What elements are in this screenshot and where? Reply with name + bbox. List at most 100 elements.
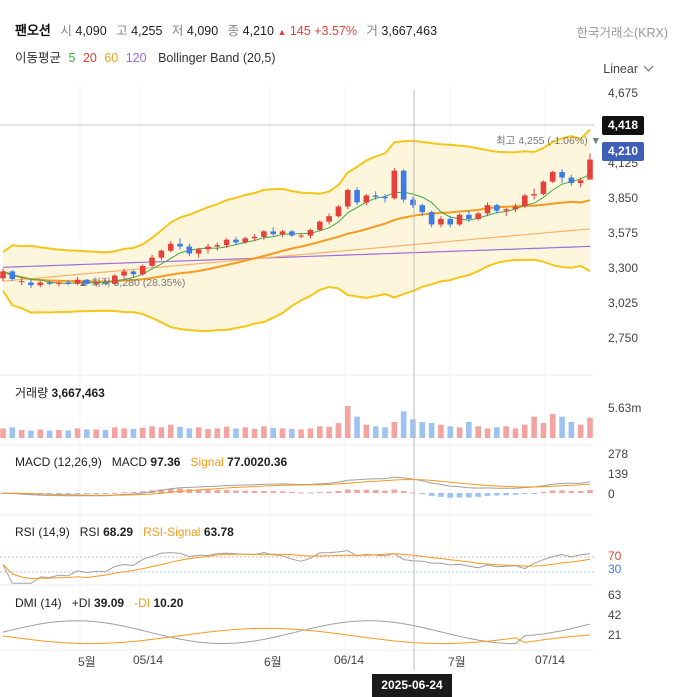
candle-body: [521, 195, 528, 207]
macd-histogram-bar: [261, 490, 267, 493]
candle-body: [456, 214, 463, 225]
volume-bar: [205, 428, 211, 438]
macd-histogram-bar: [410, 492, 416, 494]
signal-line-label: Signal: [190, 455, 224, 469]
candle-body: [466, 214, 472, 219]
candle-body: [18, 281, 25, 283]
candle-body: [186, 246, 193, 254]
ma-120-line: [2, 245, 591, 268]
volume-bar: [466, 422, 472, 438]
macd-histogram-bar: [521, 493, 528, 494]
dmi-axis-label: 21: [608, 628, 622, 642]
macd-histogram-bar: [382, 490, 388, 493]
mdi-value: 10.20: [153, 596, 184, 610]
candle-body: [251, 236, 258, 239]
ma-120-label[interactable]: 120: [125, 51, 147, 65]
volume-value: 3,667,463: [381, 24, 438, 38]
ma-60-line: [2, 228, 591, 282]
volume-bar: [438, 424, 444, 438]
macd-histogram-bar: [372, 490, 379, 493]
volume-bar: [307, 428, 314, 438]
macd-histogram-bar: [466, 493, 472, 498]
ma-5-label[interactable]: 5: [68, 51, 76, 65]
price-axis-label: 3,300: [608, 261, 639, 275]
volume-bar: [28, 430, 34, 438]
rsi-signal-line: [2, 553, 591, 580]
rsi-signal-label: RSI-Signal: [143, 525, 201, 539]
macd-histogram-bar: [559, 490, 565, 493]
volume-bar: [289, 428, 295, 438]
volume-bar: [428, 423, 435, 438]
volume-bar: [559, 416, 565, 438]
rsi-axis-label: 30: [608, 562, 622, 576]
macd-histogram-bar: [167, 488, 174, 493]
candle-body: [102, 282, 109, 284]
dmi-axis-label: 63: [608, 588, 622, 602]
change-percent: +3.57%: [314, 24, 357, 38]
macd-histogram-bar: [158, 489, 165, 493]
macd-value: 97.36: [150, 455, 181, 469]
candles: [0, 153, 593, 288]
volume-bar: [0, 428, 6, 438]
candle-body: [65, 282, 72, 284]
macd-histogram-bar: [195, 489, 202, 493]
bollinger-fill: [3, 129, 590, 332]
low-value: 4,090: [186, 24, 219, 38]
bollinger-upper-line: [2, 128, 591, 254]
high-value: 4,255: [131, 24, 163, 38]
bollinger-label[interactable]: Bollinger Band (20,5): [158, 51, 276, 65]
volume-bar: [167, 424, 174, 438]
volume-bar: [568, 422, 575, 438]
macd-histogram-bar: [447, 493, 454, 498]
volume-bar: [391, 422, 398, 438]
chart-header: 팬오션 시 4,090 고 4,255 저 4,090 종 4,210 ▲ 14…: [0, 0, 680, 80]
macd-axis-label: 278: [608, 447, 629, 461]
macd-histogram-bar: [121, 492, 127, 494]
volume-label: 거: [366, 24, 378, 38]
volume-bar: [354, 416, 360, 438]
volume-bar: [261, 426, 267, 438]
ma-20-line: [2, 199, 591, 283]
ma-20-label[interactable]: 20: [82, 51, 97, 65]
candle-body: [531, 194, 537, 196]
volume-bar: [587, 417, 593, 438]
crosshair-date-label: 2025-06-24: [372, 674, 452, 697]
macd-histogram-bar: [503, 493, 509, 496]
macd-histogram-bar: [270, 491, 277, 493]
macd-histogram-bar: [102, 493, 109, 494]
scale-dropdown[interactable]: Linear: [603, 61, 654, 76]
quote-line: 팬오션 시 4,090 고 4,255 저 4,090 종 4,210 ▲ 14…: [15, 20, 437, 39]
volume-bar: [46, 430, 53, 438]
candle-body: [56, 282, 62, 284]
dmi-title: DMI (14) +DI 39.09 -DI 10.20: [15, 596, 183, 610]
x-axis-label: 7월: [448, 655, 466, 669]
volume-bar: [316, 426, 323, 438]
candle-body: [307, 230, 314, 236]
candle-body: [158, 250, 165, 258]
mdi-line: [2, 627, 591, 645]
ma-60-label[interactable]: 60: [104, 51, 119, 65]
change-value: 145: [289, 24, 311, 38]
volume-bar: [223, 426, 230, 438]
volume-bar: [326, 426, 332, 438]
macd-histogram-bar: [279, 491, 286, 493]
open-value: 4,090: [75, 24, 107, 38]
candle-body: [344, 189, 351, 207]
dmi-series: [2, 620, 591, 645]
stock-name[interactable]: 팬오션: [15, 23, 51, 38]
macd-histogram-bar: [242, 490, 249, 493]
x-axis-label: 5월: [78, 655, 96, 669]
candle-body: [587, 159, 593, 180]
candle-body: [410, 199, 416, 206]
candle-body: [289, 231, 295, 236]
macd-histogram-bar: [428, 493, 435, 497]
moving-average-lines: [2, 174, 591, 285]
volume-bar: [344, 406, 351, 438]
candle-body: [28, 282, 34, 286]
macd-panel-label: MACD (12,26,9): [15, 455, 102, 469]
price-axis-label: 3,025: [608, 296, 639, 310]
volume-bar: [279, 428, 286, 438]
macd-histogram-bar: [540, 491, 547, 493]
macd-histogram-bar: [130, 491, 137, 493]
